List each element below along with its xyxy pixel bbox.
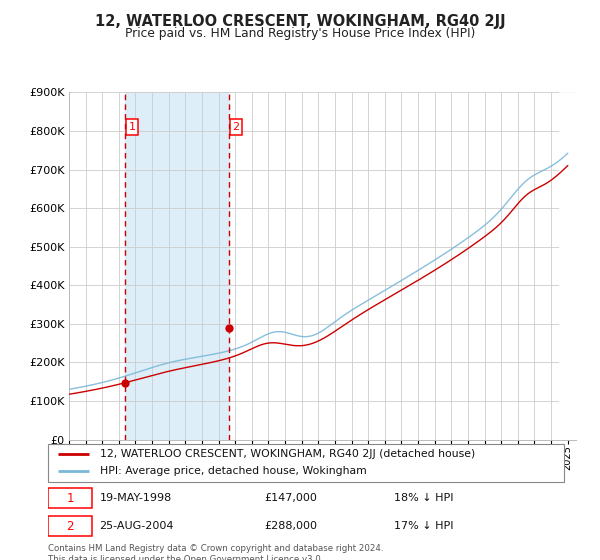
Text: 1: 1	[67, 492, 74, 505]
Text: 12, WATERLOO CRESCENT, WOKINGHAM, RG40 2JJ (detached house): 12, WATERLOO CRESCENT, WOKINGHAM, RG40 2…	[100, 449, 475, 459]
Text: Contains HM Land Registry data © Crown copyright and database right 2024.
This d: Contains HM Land Registry data © Crown c…	[48, 544, 383, 560]
Text: 18% ↓ HPI: 18% ↓ HPI	[394, 493, 453, 503]
Bar	[559, 92, 576, 440]
Text: 12, WATERLOO CRESCENT, WOKINGHAM, RG40 2JJ: 12, WATERLOO CRESCENT, WOKINGHAM, RG40 2…	[95, 14, 505, 29]
Text: 19-MAY-1998: 19-MAY-1998	[100, 493, 172, 503]
Text: 2: 2	[233, 122, 239, 132]
FancyBboxPatch shape	[48, 516, 92, 536]
Text: £288,000: £288,000	[265, 521, 318, 531]
Bar	[125, 92, 229, 440]
FancyBboxPatch shape	[48, 488, 92, 508]
Text: Price paid vs. HM Land Registry's House Price Index (HPI): Price paid vs. HM Land Registry's House …	[125, 27, 475, 40]
Text: 1: 1	[128, 122, 136, 132]
Text: 2: 2	[67, 520, 74, 533]
Text: £147,000: £147,000	[265, 493, 317, 503]
Text: HPI: Average price, detached house, Wokingham: HPI: Average price, detached house, Woki…	[100, 466, 367, 476]
Text: 25-AUG-2004: 25-AUG-2004	[100, 521, 174, 531]
Text: 17% ↓ HPI: 17% ↓ HPI	[394, 521, 453, 531]
